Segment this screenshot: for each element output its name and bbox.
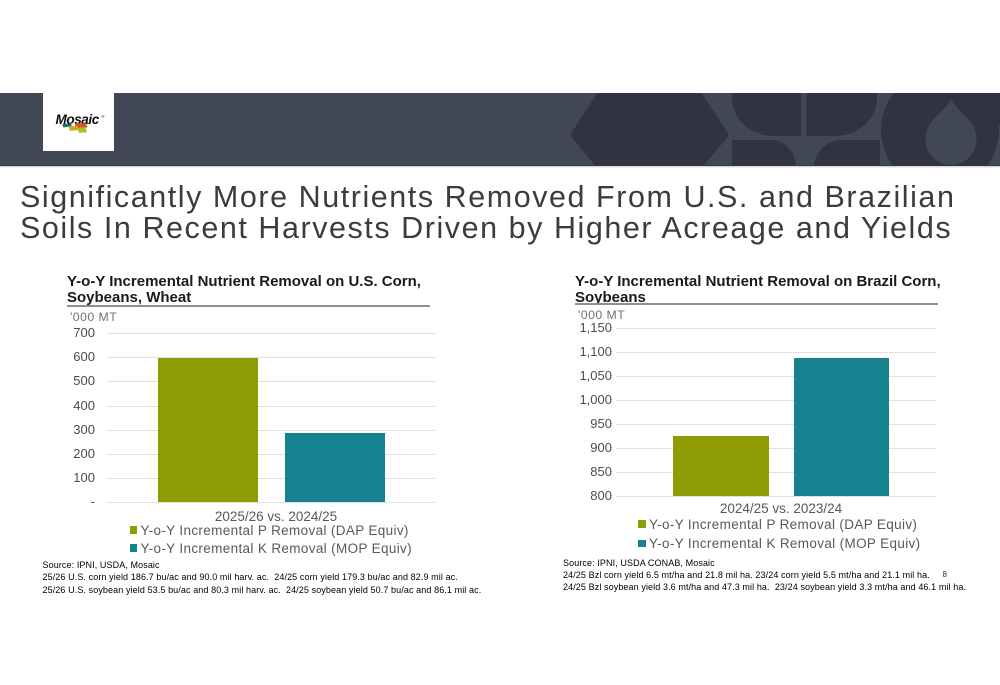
svg-text:®: ®: [102, 114, 105, 119]
svg-text:Mosaic: Mosaic: [56, 112, 100, 127]
